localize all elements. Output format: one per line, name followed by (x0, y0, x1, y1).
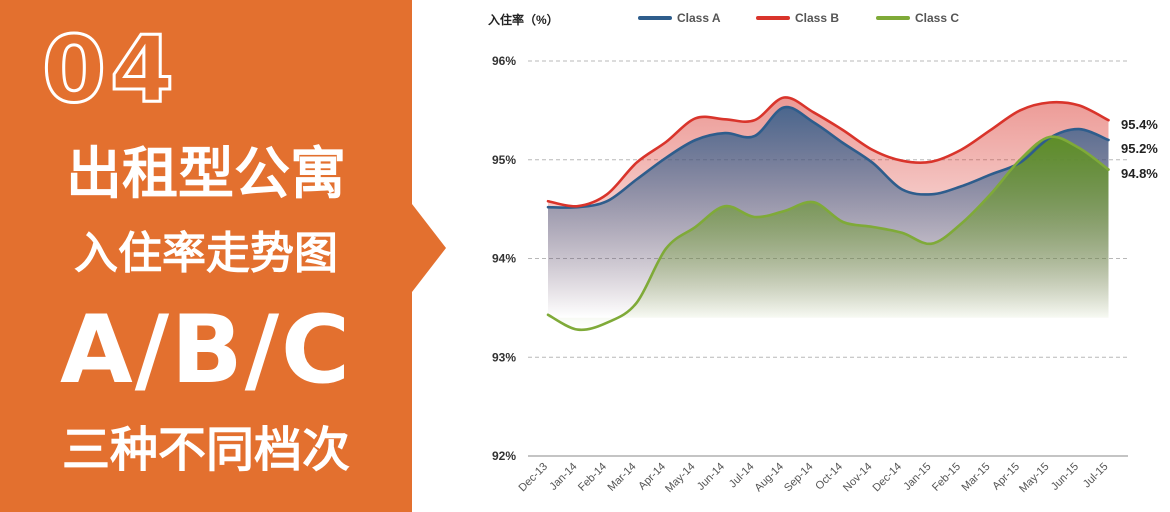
banner-title-line1: 出租型公寓 (66, 142, 346, 207)
y-axis-title: 入住率（%） (488, 12, 559, 27)
x-tick-label: Jun-14 (695, 461, 727, 493)
banner-title-line3: A/B/C (59, 296, 353, 405)
y-tick-label: 96% (492, 54, 516, 68)
x-tick-label: Oct-14 (813, 461, 845, 493)
end-label-class-a: 95.2% (1121, 141, 1158, 156)
x-tick-label: Feb-15 (930, 461, 963, 494)
x-tick-label: Dec-13 (517, 461, 551, 495)
x-tick-label: Jun-15 (1049, 461, 1081, 493)
legend-label: Class C (915, 11, 959, 25)
series-line-class-b (546, 96, 1110, 208)
x-tick-label: Jul-15 (1081, 461, 1111, 491)
x-tick-label: Nov-14 (841, 461, 875, 495)
series-line-class-c (546, 135, 1110, 332)
end-label-class-b: 95.4% (1121, 117, 1158, 132)
banner-arrow (412, 204, 446, 292)
x-tick-label: May-14 (663, 461, 697, 495)
x-tick-label: May-15 (1017, 461, 1051, 495)
end-label-class-c: 94.8% (1121, 166, 1158, 181)
x-tick-label: Feb-14 (576, 461, 609, 494)
y-tick-label: 92% (492, 449, 516, 463)
legend-label: Class B (795, 11, 839, 25)
section-number: 04 (40, 16, 179, 123)
banner-title-line4: 三种不同档次 (61, 422, 350, 478)
y-tick-label: 95% (492, 153, 516, 167)
x-tick-label: Mar-14 (605, 461, 638, 494)
x-tick-label: Mar-15 (959, 461, 992, 494)
x-tick-label: Jan-14 (547, 461, 579, 493)
y-tick-label: 93% (492, 350, 516, 364)
y-tick-label: 94% (492, 252, 516, 266)
banner-title-line2: 入住率走势图 (74, 228, 338, 279)
x-tick-label: Dec-14 (871, 461, 905, 495)
left-banner: 04 出租型公寓 入住率走势图 A/B/C 三种不同档次 (0, 0, 412, 512)
area-class-c (548, 136, 1109, 330)
x-tick-label: Aug-14 (753, 461, 787, 495)
legend-label: Class A (677, 11, 721, 25)
x-tick-label: Sep-14 (782, 461, 816, 495)
x-tick-label: Jan-15 (901, 461, 933, 493)
